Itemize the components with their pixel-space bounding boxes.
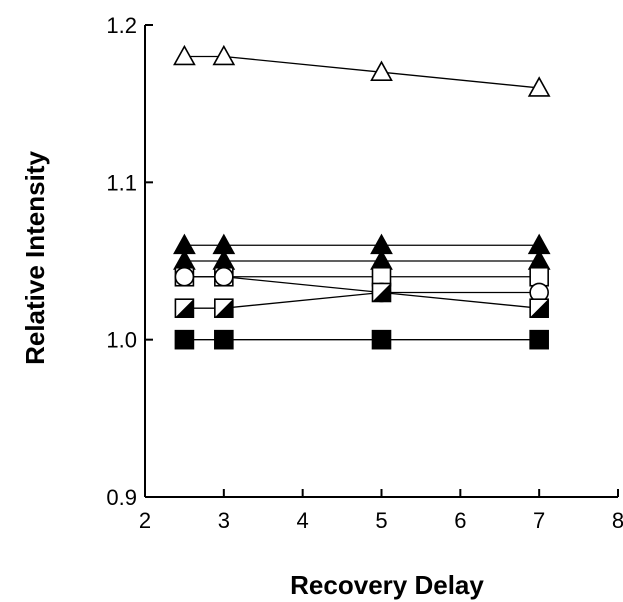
x-axis-title: Recovery Delay	[290, 570, 484, 600]
y-tick-label: 1.2	[106, 13, 137, 38]
x-tick-label: 4	[297, 508, 309, 533]
half-filled-square-marker	[174, 298, 195, 319]
ticks: 2 3 4 5 6 7 8 0.9 1.0 1.1 1.2	[106, 13, 623, 533]
open-triangle-marker	[212, 44, 236, 66]
filled-square-marker	[529, 329, 549, 350]
y-tick-label: 1.0	[106, 328, 137, 353]
half-filled-square-marker	[371, 282, 392, 303]
y-tick-label: 0.9	[106, 485, 137, 510]
half-filled-square-marker	[529, 298, 549, 319]
open-circle-marker	[174, 266, 195, 287]
open-triangle-marker	[173, 44, 196, 66]
x-tick-label: 3	[218, 508, 230, 533]
x-tick-label: 6	[454, 508, 466, 533]
filled-square-marker	[371, 329, 392, 350]
filled-square-marker	[214, 329, 234, 350]
filled-square-marker	[174, 329, 195, 350]
series-lines	[184, 55, 540, 341]
series-line-5	[184, 276, 540, 294]
x-tick-label: 5	[375, 508, 387, 533]
x-tick-label: 2	[139, 508, 151, 533]
open-triangle-marker	[370, 60, 393, 81]
x-tick-label: 7	[533, 508, 545, 533]
series-markers	[173, 44, 551, 350]
y-tick-label: 1.1	[106, 170, 137, 195]
x-tick-label: 8	[612, 508, 623, 533]
open-circle-marker	[214, 266, 234, 287]
series-line-6	[184, 291, 540, 309]
half-filled-square-marker	[214, 298, 234, 319]
series-line-1	[184, 55, 540, 89]
y-axis-title: Relative Intensity	[20, 151, 50, 365]
open-triangle-marker	[527, 76, 551, 97]
